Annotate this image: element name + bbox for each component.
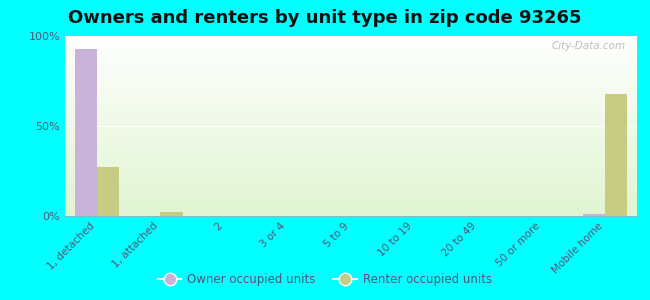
Legend: Owner occupied units, Renter occupied units: Owner occupied units, Renter occupied un… [153, 269, 497, 291]
Bar [75, 49, 97, 216]
Bar [161, 212, 183, 216]
Bar [97, 167, 119, 216]
Bar [605, 94, 627, 216]
Text: City-Data.com: City-Data.com [551, 41, 625, 51]
Bar [583, 214, 605, 216]
Text: Owners and renters by unit type in zip code 93265: Owners and renters by unit type in zip c… [68, 9, 582, 27]
